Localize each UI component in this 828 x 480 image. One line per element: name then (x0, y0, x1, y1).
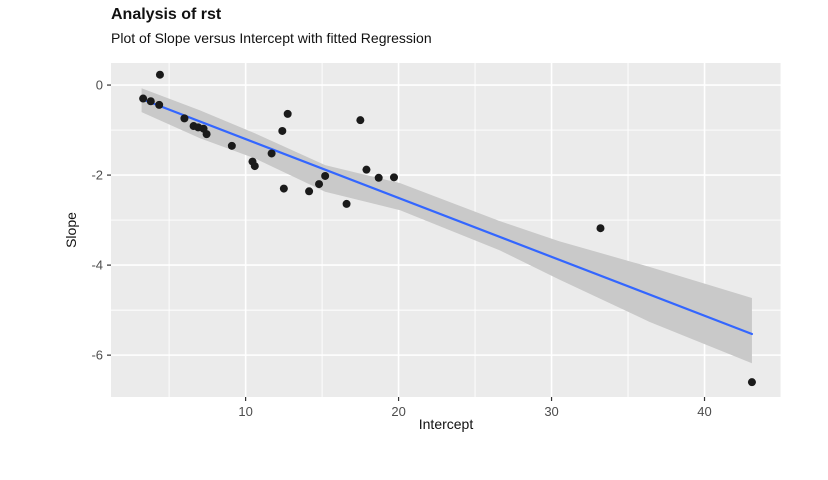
scatter-point (155, 100, 164, 109)
scatter-point (146, 97, 155, 106)
scatter-point (342, 199, 351, 208)
scatter-point (250, 162, 259, 171)
scatter-point (747, 378, 756, 387)
scatter-point (305, 187, 314, 196)
y-tick-label: -6 (91, 348, 103, 363)
scatter-point (155, 70, 164, 79)
y-tick-label: -4 (91, 258, 103, 273)
scatter-point (374, 173, 383, 182)
scatter-point (362, 165, 371, 174)
scatter-point (227, 141, 236, 150)
scatter-point (139, 94, 148, 103)
scatter-point (278, 126, 287, 135)
scatter-point (267, 149, 276, 158)
y-tick-label: -2 (91, 168, 103, 183)
regression-line (140, 97, 754, 336)
panel-background (111, 63, 781, 397)
scatter-point (202, 130, 211, 139)
scatter-point (596, 224, 605, 233)
x-tick-label: 30 (544, 404, 558, 419)
scatter-point (389, 173, 398, 182)
x-axis-title: Intercept (418, 416, 474, 432)
x-tick-label: 40 (697, 404, 711, 419)
scatter-point (356, 116, 365, 125)
scatter-point (321, 171, 330, 180)
chart-title: Analysis of rst (111, 6, 222, 23)
scatter-point (315, 180, 324, 189)
x-tick-label: 20 (391, 404, 405, 419)
scatter-point (180, 114, 189, 123)
x-tick-label: 10 (238, 404, 252, 419)
scatter-point (279, 184, 288, 193)
y-tick-label: 0 (96, 78, 103, 93)
chart-subtitle: Plot of Slope versus Intercept with fitt… (111, 30, 432, 46)
scatter-point (283, 109, 292, 118)
